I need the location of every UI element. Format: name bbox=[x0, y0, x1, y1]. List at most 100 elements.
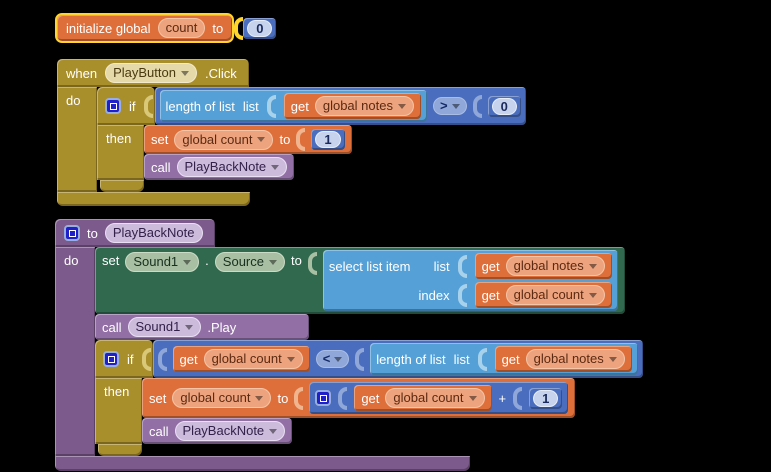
if-block[interactable]: if length of list list get global notes bbox=[97, 87, 526, 192]
number-block[interactable]: 1 bbox=[311, 129, 345, 150]
value-socket bbox=[338, 386, 348, 410]
call-playbacknote-block[interactable]: call PlayBackNote bbox=[142, 418, 293, 444]
value-socket bbox=[472, 94, 482, 118]
to-label: to bbox=[291, 253, 302, 268]
get-global-count-block[interactable]: get global count bbox=[172, 346, 310, 372]
list-label: list bbox=[453, 351, 470, 367]
property-dropdown[interactable]: Source bbox=[214, 252, 285, 272]
do-slot-label: do bbox=[57, 87, 97, 192]
operator-dropdown[interactable]: > bbox=[432, 97, 467, 115]
chevron-down-icon bbox=[334, 356, 343, 362]
get-global-notes-block[interactable]: get global notes bbox=[474, 253, 612, 279]
set-sound1-source-block[interactable]: set Sound1 . Source to sel bbox=[95, 247, 625, 314]
variable-dropdown[interactable]: global notes bbox=[525, 349, 625, 369]
number-field[interactable]: 0 bbox=[491, 97, 517, 115]
variable-dropdown[interactable]: global count bbox=[505, 285, 605, 305]
get-global-count-block[interactable]: get global count bbox=[354, 385, 492, 411]
list-socket bbox=[266, 94, 276, 118]
set-label: set bbox=[102, 253, 120, 268]
number-block[interactable]: 0 bbox=[243, 17, 277, 39]
chevron-down-icon bbox=[257, 137, 266, 142]
number-block[interactable]: 0 bbox=[487, 95, 521, 117]
value-socket bbox=[234, 16, 244, 40]
list-socket bbox=[457, 254, 467, 278]
operator-dropdown[interactable]: < bbox=[315, 350, 350, 368]
variable-dropdown[interactable]: global count bbox=[203, 349, 303, 369]
chevron-down-icon bbox=[588, 292, 597, 298]
variable-dropdown[interactable]: global notes bbox=[314, 96, 414, 116]
if-block-bottom-tab bbox=[100, 180, 144, 192]
set-global-count-block[interactable]: set global count to 1 bbox=[144, 125, 352, 154]
mutator-icon[interactable] bbox=[64, 225, 80, 241]
get-global-notes-block[interactable]: get global notes bbox=[283, 93, 421, 119]
length-of-list-label: length of list bbox=[165, 98, 235, 114]
set-label: set bbox=[149, 390, 167, 406]
chevron-down-icon bbox=[451, 103, 460, 109]
chevron-down-icon bbox=[397, 103, 406, 109]
chevron-down-icon bbox=[271, 164, 280, 170]
number-field[interactable]: 1 bbox=[315, 131, 341, 148]
variable-name-field[interactable]: count bbox=[157, 18, 206, 38]
number-field[interactable]: 0 bbox=[247, 19, 273, 37]
component-dropdown-value: PlayButton bbox=[113, 65, 176, 80]
mutator-icon[interactable] bbox=[103, 351, 119, 367]
comparison-block[interactable]: get global count < bbox=[152, 340, 643, 378]
mutator-icon[interactable] bbox=[105, 98, 121, 114]
event-label: .Click bbox=[204, 65, 237, 81]
set-label: set bbox=[151, 132, 169, 147]
procedure-dropdown[interactable]: PlayBackNote bbox=[176, 157, 288, 177]
get-label: get bbox=[481, 258, 500, 274]
chevron-down-icon bbox=[180, 70, 189, 76]
length-of-list-block[interactable]: length of list list get global notes bbox=[159, 90, 427, 122]
index-label: index bbox=[418, 287, 450, 303]
value-socket bbox=[355, 347, 365, 371]
addition-block[interactable]: get global count + bbox=[309, 382, 569, 414]
to-label: to bbox=[277, 390, 289, 406]
call-sound1-play-block[interactable]: call Sound1 .Play bbox=[95, 314, 309, 340]
method-label: .Play bbox=[207, 319, 237, 335]
mutator-icon[interactable] bbox=[315, 390, 332, 406]
if-block[interactable]: if get global count bbox=[95, 340, 643, 456]
plus-label: + bbox=[498, 390, 507, 406]
get-global-notes-block[interactable]: get global notes bbox=[494, 346, 632, 372]
call-label: call bbox=[151, 159, 171, 175]
do-slot-label: do bbox=[55, 247, 95, 456]
value-socket bbox=[296, 128, 306, 151]
when-block-bottom-bar bbox=[57, 192, 250, 206]
number-block[interactable]: 1 bbox=[529, 387, 563, 409]
call-playbacknote-block[interactable]: call PlayBackNote bbox=[144, 154, 295, 180]
comparison-block[interactable]: length of list list get global notes bbox=[154, 87, 526, 125]
chevron-down-icon bbox=[588, 263, 597, 269]
chevron-down-icon bbox=[183, 259, 192, 265]
variable-dropdown[interactable]: global notes bbox=[505, 256, 605, 276]
component-dropdown[interactable]: Sound1 bbox=[127, 317, 202, 337]
condition-socket bbox=[141, 347, 151, 371]
then-slot-label: then bbox=[95, 378, 142, 444]
call-label: call bbox=[149, 423, 169, 439]
procedure-name-field[interactable]: PlayBackNote bbox=[104, 223, 203, 243]
initialize-global-count-block[interactable]: initialize global count to 0 bbox=[55, 13, 277, 43]
get-label: get bbox=[179, 351, 198, 367]
list-label: list bbox=[242, 98, 259, 114]
variable-dropdown[interactable]: global count bbox=[385, 388, 485, 408]
index-socket bbox=[457, 283, 467, 307]
variable-dropdown[interactable]: global count bbox=[174, 129, 274, 150]
select-list-item-block[interactable]: select list item list get global notes bbox=[322, 250, 618, 311]
to-label: to bbox=[212, 20, 224, 36]
when-label: when bbox=[66, 65, 98, 81]
variable-dropdown[interactable]: global count bbox=[172, 388, 272, 408]
procedure-dropdown[interactable]: PlayBackNote bbox=[174, 421, 286, 441]
get-global-count-block[interactable]: get global count bbox=[474, 282, 612, 308]
chevron-down-icon bbox=[269, 259, 277, 265]
length-of-list-block[interactable]: length of list list get global notes bbox=[370, 343, 638, 375]
get-label: get bbox=[290, 98, 309, 114]
number-field[interactable]: 1 bbox=[533, 389, 559, 407]
procedure-playbacknote-block[interactable]: to PlayBackNote do set Sound1 . bbox=[55, 219, 643, 471]
component-dropdown[interactable]: Sound1 bbox=[125, 252, 200, 272]
when-playbutton-click-block[interactable]: when PlayButton .Click do if bbox=[57, 59, 526, 206]
component-dropdown[interactable]: PlayButton bbox=[105, 63, 197, 83]
if-label: if bbox=[127, 351, 134, 367]
set-global-count-block[interactable]: set global count to bbox=[142, 378, 576, 418]
chevron-down-icon bbox=[185, 324, 194, 330]
